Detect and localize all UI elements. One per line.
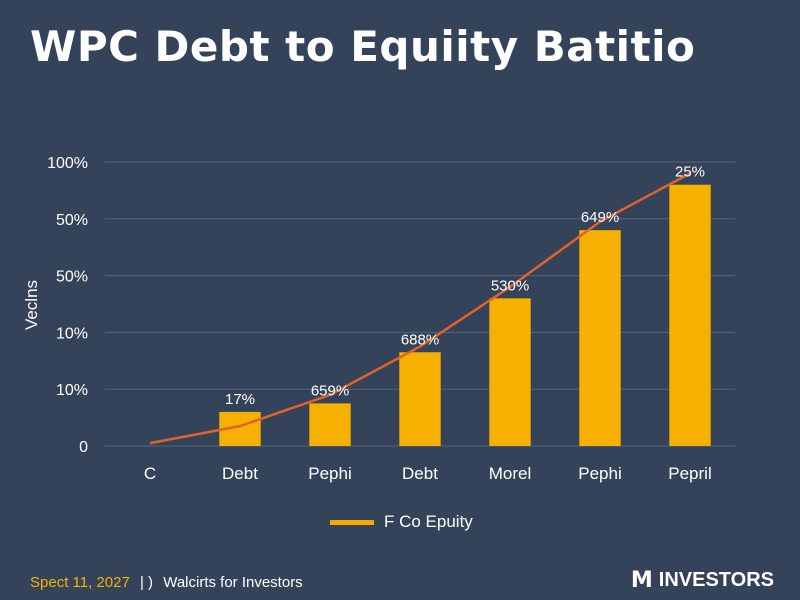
data-label: 530% <box>491 277 529 294</box>
bars <box>219 184 711 446</box>
bar <box>309 403 351 446</box>
data-label: 17% <box>225 391 255 408</box>
footer-text: Walcirts for Investors <box>163 574 303 591</box>
trend-line-path <box>149 172 691 445</box>
y-tick-label: 100% <box>47 155 88 172</box>
m-logo-icon: M <box>630 568 653 593</box>
x-axis-tick-labels: C Debt Pephi Debt Morel Pephi Pepril <box>144 464 712 483</box>
data-label: 25% <box>675 164 705 181</box>
y-tick-label: 50% <box>56 212 88 229</box>
y-tick-label: 50% <box>56 269 88 286</box>
bar <box>489 298 531 446</box>
x-tick-label: Debt <box>402 464 438 483</box>
legend-line-swatch <box>330 519 374 525</box>
data-label: 688% <box>401 331 439 348</box>
brand-name: INVESTORS <box>658 569 774 591</box>
legend-label: F Co Epuity <box>384 512 473 531</box>
y-tick-label: 10% <box>56 382 88 399</box>
legend: F Co Epuity <box>330 512 473 532</box>
data-labels: 17% 659% 688% 530% 649% 25% <box>225 164 705 408</box>
x-tick-label: Pepril <box>668 464 711 483</box>
footer: Spect 11, 2027 | ) Walcirts for Investor… <box>30 574 303 591</box>
y-tick-label: 10% <box>56 325 88 342</box>
x-tick-label: Pephi <box>578 464 621 483</box>
brand-logo: M INVESTORS <box>631 568 774 593</box>
data-label: 649% <box>581 209 619 226</box>
footer-separator: | ) <box>139 574 154 591</box>
data-label: 659% <box>311 382 349 399</box>
bar <box>399 352 441 446</box>
footer-date: Spect 11, 2027 <box>30 574 130 591</box>
y-axis-label: Veclns <box>22 280 41 330</box>
y-tick-label: 0 <box>79 439 88 456</box>
x-tick-label: C <box>144 464 156 483</box>
x-tick-label: Pephi <box>308 464 351 483</box>
x-tick-label: Debt <box>222 464 258 483</box>
trend-line <box>149 172 691 445</box>
y-axis-tick-labels: 0 10% 10% 50% 50% 100% <box>47 155 88 456</box>
chart-title: WPC Debt to Equiity Batitio <box>30 22 696 71</box>
x-tick-label: Morel <box>489 464 532 483</box>
bar <box>669 184 711 446</box>
bar <box>579 230 621 446</box>
